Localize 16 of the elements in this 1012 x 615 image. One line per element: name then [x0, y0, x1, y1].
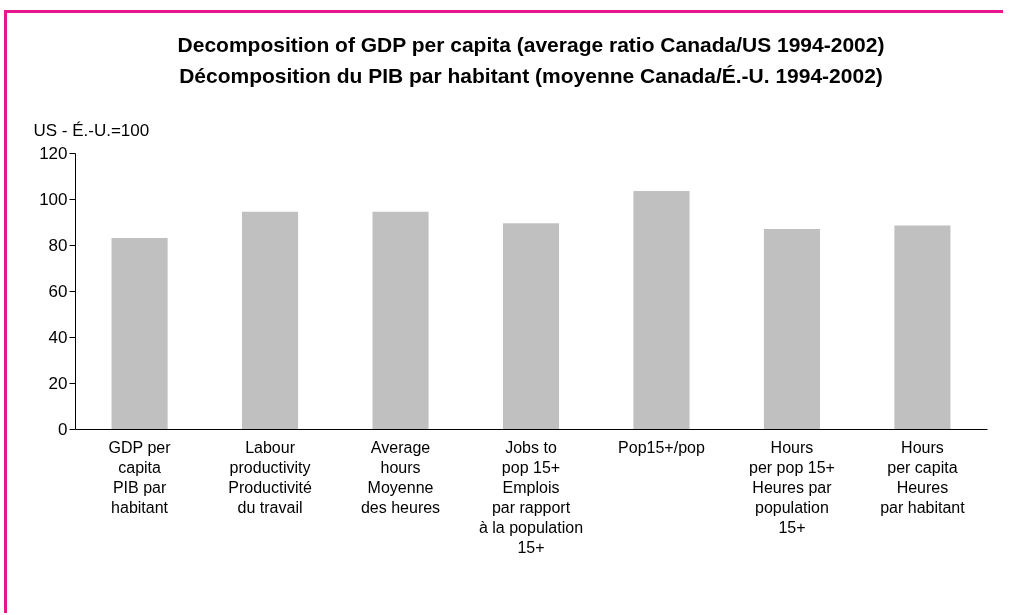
x-tick-label: Labour productivity Productivité du travail — [228, 438, 312, 516]
x-tick-label: Jobs to pop 15+ Emplois par rapport à la population 15+ — [478, 438, 584, 556]
y-tick-label: 100 — [39, 189, 68, 209]
y-tick-label: 120 — [39, 143, 68, 163]
y-axis-title: US - É.-U.=100 — [33, 120, 150, 140]
y-tick-label: 60 — [48, 281, 68, 301]
y-tick-label: 20 — [48, 373, 68, 393]
x-tick-label: Hours per capita Heures par habitant — [880, 438, 966, 516]
x-tick-label: Average hours Moyenne des heures — [360, 438, 441, 516]
x-tick-label: GDP per capita PIB par habitant — [108, 438, 172, 516]
chart-title: Decomposition of GDP per capita (average ratio Canada/US 1994-2002) Décomposition du PIB par habitant (moyenne Canada/É.-U. 1994-2002) — [177, 33, 885, 87]
y-tick-label: 0 — [58, 419, 68, 439]
x-tick-label: Pop15+/pop — [618, 438, 705, 456]
y-tick-label: 80 — [48, 235, 68, 255]
x-tick-label: Hours per pop 15+ Heures par population 15+ — [749, 438, 835, 536]
y-tick-label: 40 — [48, 327, 68, 347]
